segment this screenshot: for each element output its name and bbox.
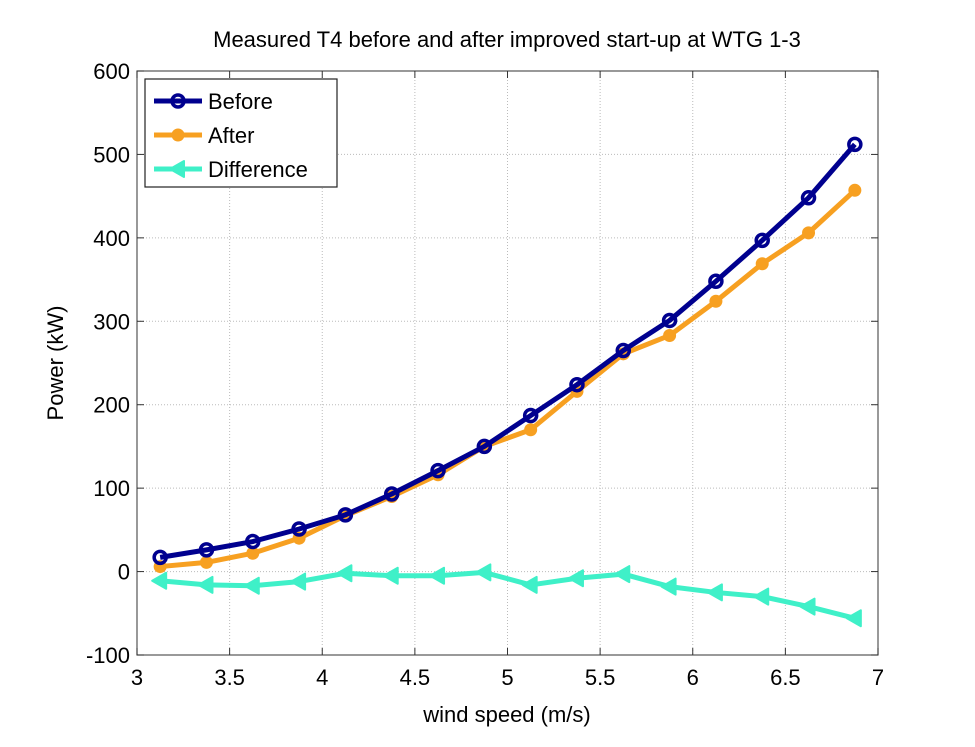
legend-marker	[171, 128, 185, 142]
data-point	[800, 190, 817, 206]
series-difference	[151, 563, 862, 628]
data-point	[430, 462, 446, 479]
legend-marker	[169, 160, 185, 178]
data-point	[246, 546, 260, 560]
data-point	[429, 566, 446, 585]
data-point	[475, 563, 492, 582]
data-point	[336, 564, 353, 583]
data-point	[522, 407, 539, 424]
y-tick-label: 400	[93, 226, 130, 251]
y-axis-label: Power (kW)	[43, 306, 68, 421]
x-tick-label: 5.5	[585, 665, 616, 690]
data-point	[569, 376, 585, 393]
series-line	[159, 142, 857, 560]
data-point	[291, 521, 307, 537]
data-point	[754, 232, 770, 249]
data-point	[197, 575, 214, 594]
data-point	[567, 569, 584, 588]
data-point	[661, 312, 678, 329]
series-line	[159, 569, 856, 621]
x-tick-label: 4.5	[400, 665, 431, 690]
data-point	[706, 583, 723, 602]
legend-marker	[170, 93, 186, 109]
x-tick-label: 3.5	[214, 665, 245, 690]
data-point	[660, 577, 677, 596]
series-layer	[151, 136, 863, 628]
data-point	[755, 257, 769, 271]
data-point	[521, 575, 538, 594]
x-tick-label: 4	[316, 665, 328, 690]
data-point	[799, 597, 816, 616]
y-tick-label: 300	[93, 309, 130, 334]
data-point	[383, 486, 400, 502]
legend-label: Before	[208, 89, 273, 114]
y-tick-label: 200	[93, 393, 130, 418]
y-tick-label: -100	[86, 643, 130, 668]
y-tick-label: 500	[93, 142, 130, 167]
x-tick-label: 6	[687, 665, 699, 690]
data-point	[290, 572, 307, 591]
legend-label: After	[208, 123, 254, 148]
data-point	[615, 342, 632, 359]
data-point	[199, 555, 213, 569]
y-tick-label: 100	[93, 476, 130, 501]
data-point	[848, 183, 862, 197]
data-point	[709, 294, 723, 308]
y-tick-label: 600	[93, 59, 130, 84]
x-tick-label: 5	[501, 665, 513, 690]
x-tick-label: 3	[131, 665, 143, 690]
series-line	[159, 188, 857, 570]
x-tick-label: 7	[872, 665, 884, 690]
data-point	[753, 587, 770, 606]
data-point	[663, 328, 677, 342]
chart-title: Measured T4 before and after improved st…	[213, 27, 801, 52]
data-point	[243, 576, 260, 595]
data-point	[382, 566, 399, 585]
data-point	[524, 423, 538, 437]
data-point	[337, 507, 354, 523]
data-point	[151, 571, 168, 590]
data-point	[802, 226, 816, 240]
legend-item: Before	[154, 89, 273, 114]
data-point	[847, 136, 863, 153]
data-point	[245, 533, 261, 550]
y-tick-label: 0	[118, 560, 130, 585]
data-point	[152, 549, 168, 566]
series-before	[152, 136, 863, 566]
x-tick-label: 6.5	[770, 665, 801, 690]
legend-label: Difference	[208, 157, 308, 182]
legend: Before After Difference	[144, 78, 338, 188]
data-point	[614, 565, 631, 584]
data-point	[198, 542, 215, 558]
data-point	[845, 609, 862, 628]
x-axis-label: wind speed (m/s)	[422, 702, 591, 727]
data-point	[708, 273, 724, 289]
data-point	[476, 438, 493, 455]
legend-item: After	[154, 123, 254, 148]
legend-item: Difference	[154, 157, 308, 182]
ticks: 3 3.5 4 4.5 5 5.5 6 6.5 7 -100 0 100 200 300 400 500 600	[86, 59, 884, 690]
